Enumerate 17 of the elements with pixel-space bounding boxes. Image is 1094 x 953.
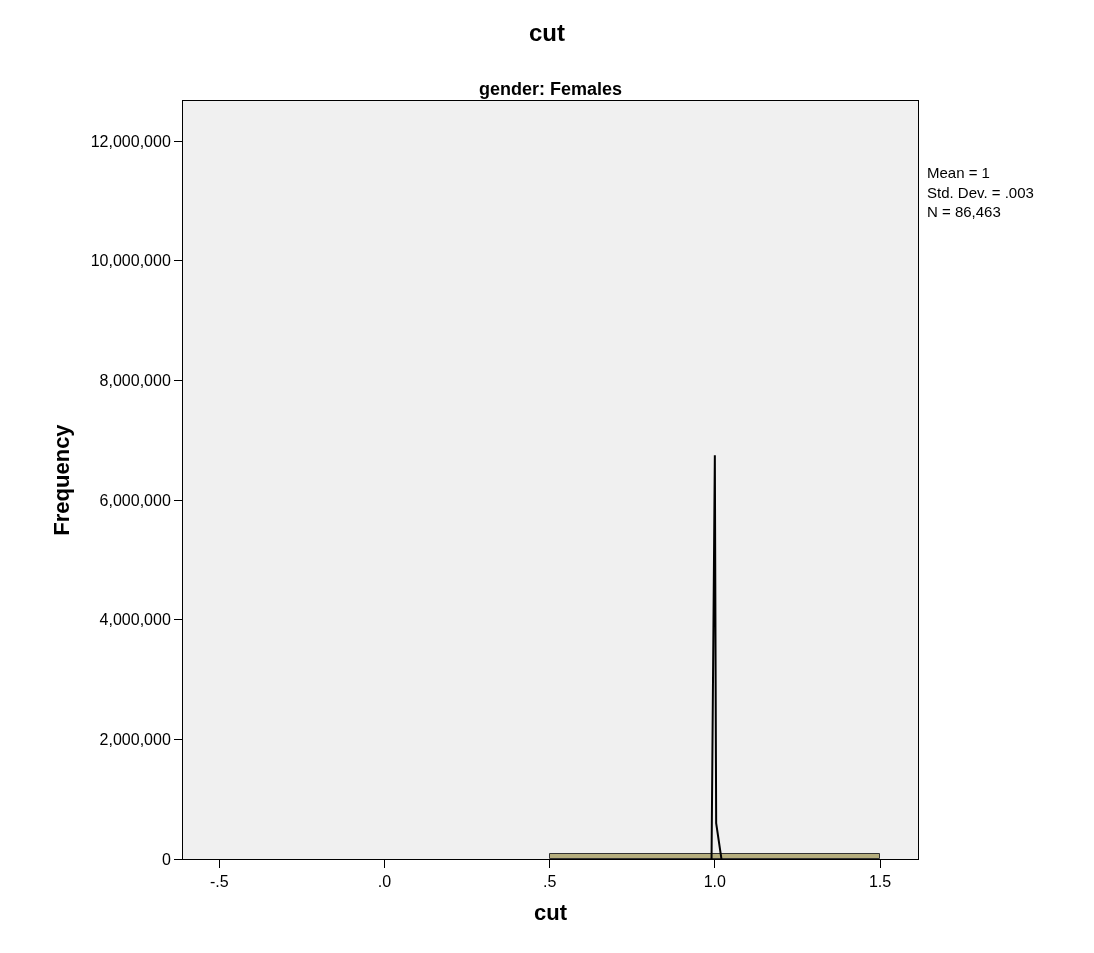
y-tick-label: 6,000,000	[99, 491, 171, 509]
y-tick-label: 4,000,000	[99, 611, 171, 629]
y-tick-label: 0	[161, 850, 171, 868]
y-tick-label: 2,000,000	[99, 730, 171, 748]
x-tick-label: 1.5	[868, 873, 892, 891]
chart-title: cut	[529, 18, 566, 46]
text: Mean = 1 Std. Dev. = .003 N = 86,463	[927, 164, 1034, 220]
x-tick-label: 1.0	[703, 873, 727, 891]
chart-subtitle: gender: Females	[479, 79, 623, 99]
x-axis-title: cut	[534, 900, 568, 926]
y-axis-title: Frequency	[48, 423, 74, 536]
x-tick-label: -.5	[210, 873, 229, 891]
y-tick-label: 10,000,000	[90, 252, 171, 270]
x-tick-label: .5	[543, 873, 557, 891]
x-tick-label: .0	[377, 873, 392, 891]
y-tick-label: 8,000,000	[99, 371, 171, 389]
y-tick-label: 12,000,000	[90, 132, 171, 150]
